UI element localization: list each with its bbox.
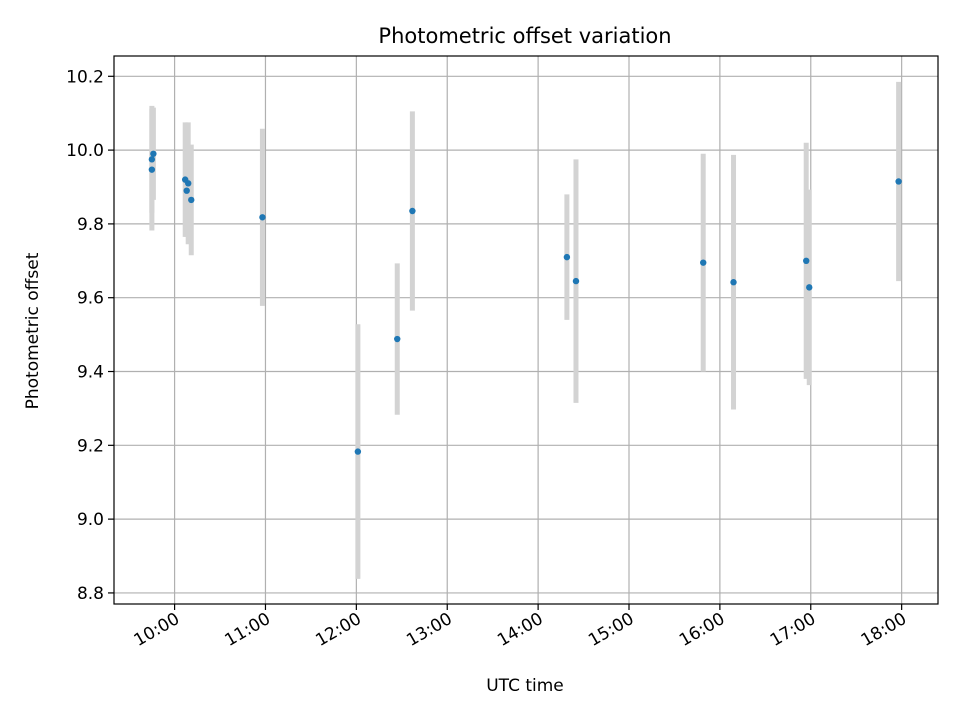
data-point [409,207,416,215]
data-point [895,178,902,185]
data-point [354,448,362,455]
data-point [563,253,571,261]
data-point [183,187,190,194]
chart-title: Photometric offset variation [378,24,671,48]
data-point [806,284,813,291]
data-point [700,259,707,266]
data-point [148,156,156,163]
y-tick-label: 9.6 [77,289,104,309]
y-axis-ticks: 8.8 9.0 9.2 9.4 9.6 9.8 10.0 10.2 [66,67,114,604]
y-tick-label: 9.4 [77,363,104,383]
y-tick-label: 9.2 [77,436,104,456]
grid [114,56,938,604]
data-point [803,257,810,265]
y-tick-label: 9.8 [77,215,104,235]
y-tick-label: 9.0 [77,510,104,530]
data-point [188,196,195,204]
y-tick-label: 8.8 [77,584,104,604]
data-point [572,277,580,285]
y-tick-label: 10.2 [66,67,104,87]
data-points [148,150,902,455]
y-axis-label: Photometric offset [23,252,43,409]
data-point [150,150,157,157]
data-point [148,166,156,173]
data-point [259,214,266,221]
data-point [730,279,737,286]
x-axis-label: UTC time [486,676,564,696]
data-point [394,335,401,343]
plot-frame [113,55,939,605]
y-tick-label: 10.0 [66,141,104,161]
data-point [185,180,192,187]
